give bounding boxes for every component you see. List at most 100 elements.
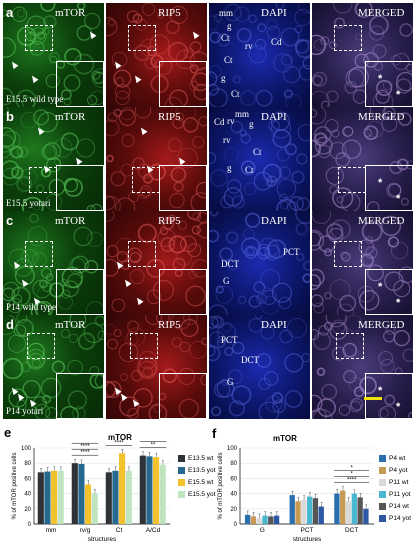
bar	[244, 514, 251, 524]
tissue-texture	[209, 111, 310, 211]
roi-dashed-box	[25, 25, 53, 51]
structure-label: Ct	[221, 33, 230, 43]
significance-mark: *	[350, 466, 353, 472]
x-tick-label: Ct	[116, 527, 123, 534]
x-tick-label: A/Cd	[146, 527, 161, 534]
zoom-inset	[365, 373, 413, 419]
panel-letter: a	[6, 5, 14, 20]
panel-title-mtor: mTOR	[55, 319, 86, 331]
y-tick-label: 100	[21, 446, 32, 452]
x-tick-label: mm	[46, 527, 57, 534]
panel-row-b: mTOR b E15.5 yotari RIP5 DAPI Cd rv mm g rv Ct g Ct M…	[3, 107, 415, 211]
roi-dashed-box	[29, 167, 57, 193]
bar	[345, 501, 352, 524]
bar	[139, 455, 146, 524]
asterisk-marker: *	[378, 385, 383, 397]
panel-d-mtor: mTOR d P14 yotari	[3, 315, 104, 419]
legend-label: E13.5 wt	[188, 454, 214, 462]
roi-dashed-box	[338, 167, 366, 193]
panel-condition-label: P14 yotari	[6, 406, 44, 416]
legend-label: E13.5 yot	[188, 466, 216, 474]
significance-mark: ****	[347, 478, 357, 484]
legend-item: P11 wt	[379, 477, 411, 487]
bar	[312, 498, 319, 524]
legend-label: P4 yot	[389, 466, 408, 474]
zoom-inset	[56, 269, 104, 315]
bar	[334, 493, 340, 524]
bar	[256, 517, 262, 524]
bar	[289, 495, 295, 524]
tissue-texture	[209, 211, 310, 315]
structure-label: PCT	[221, 335, 238, 345]
asterisk-marker: *	[396, 401, 401, 413]
significance-mark: **	[151, 440, 156, 443]
tissue-texture	[209, 3, 310, 107]
y-tick-label: 40	[24, 492, 31, 498]
significance-mark: *	[350, 472, 353, 478]
structure-label: rv	[227, 116, 235, 126]
panel-title-dapi: DAPI	[261, 7, 287, 19]
panel-c-rip5: RIP5	[106, 211, 207, 315]
legend-label: P14 yot	[389, 514, 412, 522]
legend-item: E15.5 wt	[178, 477, 215, 487]
y-tick-label: 60	[230, 476, 237, 482]
panel-letter: b	[6, 109, 14, 124]
significance-mark: ****	[114, 440, 124, 446]
bar	[112, 470, 119, 524]
tissue-texture	[209, 315, 310, 419]
panel-title-rip5: RIP5	[158, 319, 181, 331]
structure-label: Cd	[214, 117, 225, 127]
legend-swatch	[379, 466, 386, 474]
legend-swatch	[379, 454, 386, 462]
asterisk-marker: *	[378, 281, 383, 293]
x-axis-label: structures	[88, 536, 117, 543]
structure-label: PCT	[283, 247, 300, 257]
bar	[301, 499, 307, 524]
panel-title-mtor: mTOR	[55, 215, 86, 227]
structure-label: Ct	[231, 89, 240, 99]
structure-label: rv	[223, 135, 231, 145]
panel-title-mtor: mTOR	[55, 111, 86, 123]
x-tick-label: PCT	[301, 527, 314, 534]
panel-title-merged: MERGED	[358, 319, 405, 331]
bar	[105, 472, 112, 524]
panel-title-dapi: DAPI	[261, 111, 287, 123]
structure-label: mm	[219, 8, 234, 18]
roi-dashed-box	[334, 25, 362, 51]
panel-letter: d	[6, 317, 14, 332]
legend-swatch	[379, 514, 386, 522]
panel-a-merged: MERGED * *	[312, 3, 413, 107]
asterisk-marker: *	[396, 297, 401, 309]
asterisk-marker: *	[378, 73, 383, 85]
panel-a-dapi: DAPI mm g Ct Ct rv Cd g Ct	[209, 3, 310, 107]
legend-swatch	[379, 490, 386, 498]
structure-label: Ct	[253, 147, 262, 157]
legend-swatch	[178, 466, 185, 474]
legend-item: P14 wt	[379, 501, 411, 511]
legend-item: P4 yot	[379, 465, 411, 475]
bar	[340, 490, 346, 524]
bar	[125, 470, 132, 524]
y-tick-label: 40	[230, 492, 237, 498]
bar	[85, 484, 92, 524]
tissue-texture	[312, 3, 413, 107]
legend-label: P14 wt	[389, 502, 409, 510]
bar	[357, 497, 363, 524]
panel-d-merged: MERGED * *	[312, 315, 413, 419]
tissue-texture	[312, 315, 413, 419]
significance-mark: ****	[80, 450, 90, 456]
panel-title-rip5: RIP5	[158, 215, 181, 227]
legend-item: P4 wt	[379, 453, 411, 463]
bar	[268, 516, 274, 524]
panel-b-dapi: DAPI Cd rv mm g rv Ct g Ct	[209, 107, 310, 211]
bar	[363, 508, 369, 524]
structure-label: G	[227, 377, 234, 387]
tissue-texture	[106, 315, 207, 419]
panel-title-mtor: mTOR	[55, 7, 86, 19]
roi-dashed-box	[128, 25, 156, 51]
legend-item: P11 yot	[379, 489, 411, 499]
panel-title-merged: MERGED	[358, 7, 405, 19]
bar	[37, 472, 44, 524]
panel-b-mtor: mTOR b E15.5 yotari	[3, 107, 104, 211]
roi-dashed-box	[336, 333, 364, 359]
